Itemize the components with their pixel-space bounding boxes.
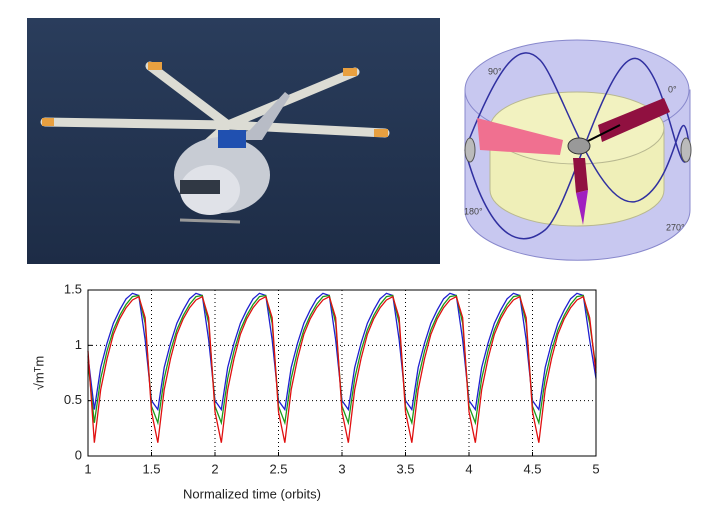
x-tick-label: 4 bbox=[465, 461, 472, 476]
angle-label: 180° bbox=[464, 206, 483, 216]
y-tick-label: 0 bbox=[75, 447, 82, 462]
plot-frame bbox=[87, 289, 597, 457]
y-tick-label: 1.5 bbox=[64, 281, 82, 296]
y-axis-label: √mᵀm bbox=[31, 356, 46, 390]
y-tick-label: 1 bbox=[75, 337, 82, 352]
series-line bbox=[87, 295, 597, 443]
x-tick-label: 1 bbox=[84, 461, 91, 476]
plot-area bbox=[88, 290, 596, 456]
x-tick-label: 2 bbox=[211, 461, 218, 476]
angle-label: 0° bbox=[668, 84, 677, 94]
y-tick-label: 0.5 bbox=[64, 392, 82, 407]
x-tick-label: 3.5 bbox=[396, 461, 414, 476]
helicopter-photo bbox=[27, 18, 440, 264]
x-tick-label: 5 bbox=[592, 461, 599, 476]
rotor-diagram: 90° 0° 180° 270° bbox=[455, 15, 700, 265]
angle-label: 270° bbox=[666, 222, 685, 232]
x-axis-label: Normalized time (orbits) bbox=[183, 486, 321, 501]
plot: 0 0.5 1 1.5 1 1.5 2 2.5 3 3.5 4 4.5 5 bbox=[64, 281, 600, 476]
x-tick-label: 1.5 bbox=[142, 461, 160, 476]
x-tick-label: 2.5 bbox=[269, 461, 287, 476]
x-tick-label: 3 bbox=[338, 461, 345, 476]
angle-label: 90° bbox=[488, 66, 502, 76]
x-tick-label: 4.5 bbox=[523, 461, 541, 476]
